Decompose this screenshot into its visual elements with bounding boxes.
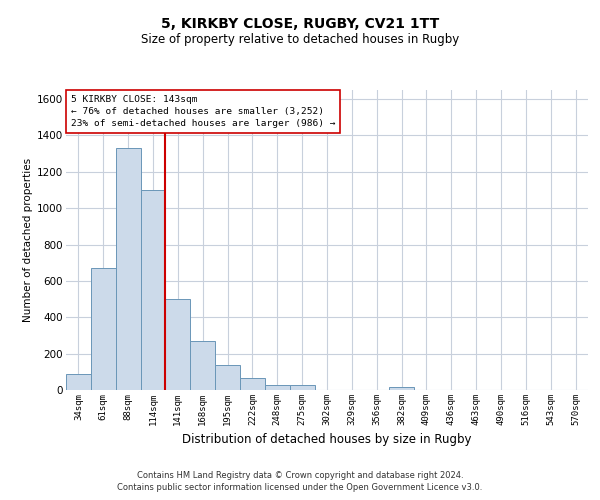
Bar — [190, 341, 215, 390]
Text: 5 KIRKBY CLOSE: 143sqm
← 76% of detached houses are smaller (3,252)
23% of semi-: 5 KIRKBY CLOSE: 143sqm ← 76% of detached… — [71, 94, 336, 128]
Bar — [240, 378, 265, 390]
Bar — [215, 364, 240, 390]
Y-axis label: Number of detached properties: Number of detached properties — [23, 158, 33, 322]
X-axis label: Distribution of detached houses by size in Rugby: Distribution of detached houses by size … — [182, 434, 472, 446]
Text: Size of property relative to detached houses in Rugby: Size of property relative to detached ho… — [141, 32, 459, 46]
Bar — [290, 384, 314, 390]
Bar — [66, 374, 91, 390]
Bar — [265, 384, 290, 390]
Bar — [389, 388, 414, 390]
Text: 5, KIRKBY CLOSE, RUGBY, CV21 1TT: 5, KIRKBY CLOSE, RUGBY, CV21 1TT — [161, 18, 439, 32]
Bar — [166, 299, 190, 390]
Text: Contains HM Land Registry data © Crown copyright and database right 2024.
Contai: Contains HM Land Registry data © Crown c… — [118, 471, 482, 492]
Bar — [140, 190, 166, 390]
Bar — [91, 268, 116, 390]
Bar — [116, 148, 140, 390]
